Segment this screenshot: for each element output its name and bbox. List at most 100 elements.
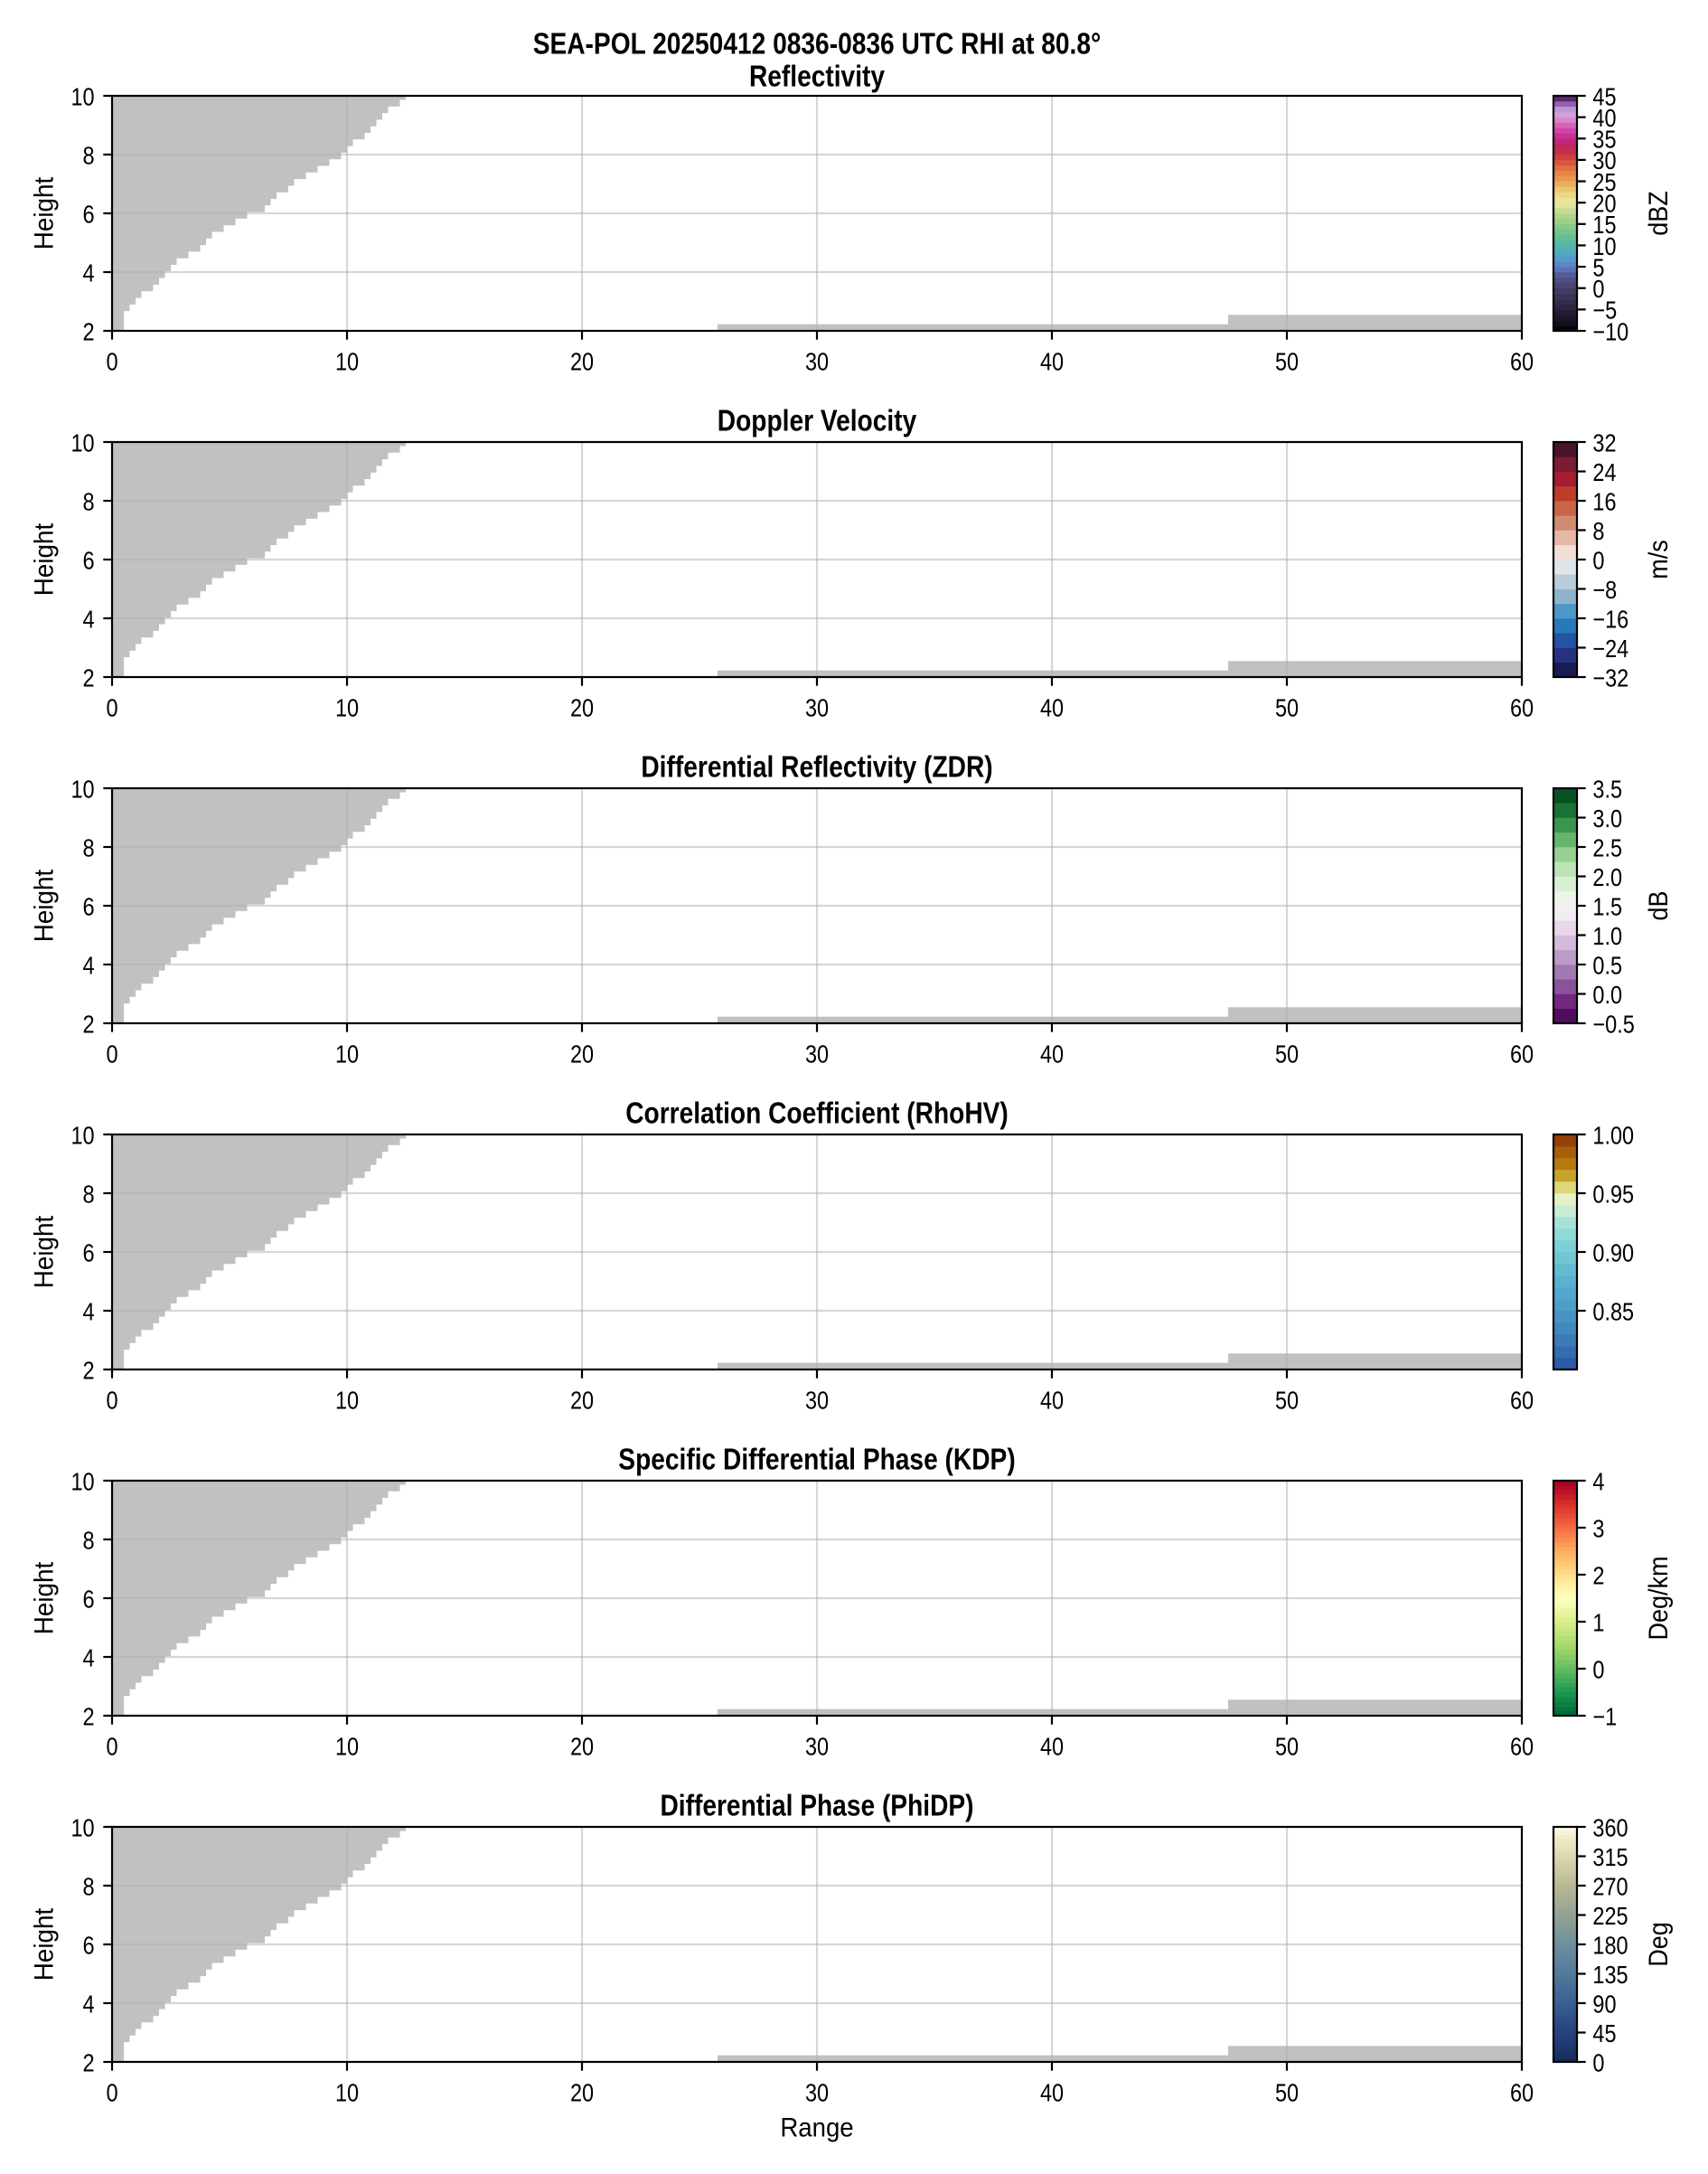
svg-text:8: 8 — [83, 1180, 95, 1208]
svg-text:0: 0 — [1592, 546, 1604, 574]
svg-text:45: 45 — [1592, 2019, 1616, 2047]
svg-text:2: 2 — [83, 1356, 95, 1384]
svg-text:8: 8 — [83, 1872, 95, 1900]
svg-text:30: 30 — [805, 2078, 829, 2106]
svg-text:10: 10 — [335, 2078, 359, 2106]
svg-text:60: 60 — [1510, 347, 1534, 375]
svg-text:40: 40 — [1040, 693, 1064, 721]
svg-text:45: 45 — [1592, 82, 1616, 110]
svg-text:10: 10 — [71, 775, 95, 803]
svg-text:60: 60 — [1510, 1386, 1534, 1414]
svg-text:40: 40 — [1040, 1040, 1064, 1068]
svg-text:5: 5 — [1592, 253, 1604, 281]
svg-text:50: 50 — [1275, 693, 1299, 721]
svg-text:10: 10 — [71, 82, 95, 110]
svg-text:20: 20 — [570, 1732, 594, 1760]
svg-text:−5: −5 — [1592, 296, 1617, 325]
svg-text:−16: −16 — [1592, 605, 1628, 633]
svg-text:Differential Reflectivity (ZDR: Differential Reflectivity (ZDR) — [641, 751, 992, 785]
svg-text:30: 30 — [805, 1040, 829, 1068]
svg-text:Height: Height — [30, 1215, 60, 1288]
svg-text:8: 8 — [83, 141, 95, 169]
svg-text:40: 40 — [1040, 347, 1064, 375]
svg-text:8: 8 — [83, 487, 95, 515]
svg-text:4: 4 — [83, 1643, 95, 1671]
svg-text:0.85: 0.85 — [1592, 1297, 1634, 1325]
svg-text:Height: Height — [30, 522, 60, 596]
svg-text:50: 50 — [1275, 1386, 1299, 1414]
svg-text:50: 50 — [1275, 1732, 1299, 1760]
svg-text:1: 1 — [1592, 1608, 1604, 1636]
svg-text:Height: Height — [30, 869, 60, 942]
svg-text:30: 30 — [805, 347, 829, 375]
svg-text:30: 30 — [1592, 146, 1616, 174]
svg-text:24: 24 — [1592, 458, 1616, 486]
svg-text:30: 30 — [805, 693, 829, 721]
svg-text:4: 4 — [1592, 1467, 1604, 1495]
svg-text:Reflectivity: Reflectivity — [749, 61, 886, 94]
svg-text:8: 8 — [83, 1526, 95, 1554]
svg-text:dBZ: dBZ — [1644, 191, 1674, 236]
svg-text:20: 20 — [570, 1386, 594, 1414]
svg-text:50: 50 — [1275, 1040, 1299, 1068]
svg-text:0: 0 — [106, 1732, 117, 1760]
svg-text:0: 0 — [106, 1040, 117, 1068]
svg-text:0.95: 0.95 — [1592, 1180, 1634, 1208]
svg-text:20: 20 — [570, 693, 594, 721]
svg-text:32: 32 — [1592, 428, 1616, 456]
svg-text:−1: −1 — [1592, 1702, 1617, 1730]
svg-text:2: 2 — [83, 317, 95, 345]
svg-text:30: 30 — [805, 1386, 829, 1414]
svg-text:6: 6 — [83, 546, 95, 574]
svg-text:2.5: 2.5 — [1592, 833, 1622, 861]
svg-text:−10: −10 — [1592, 317, 1628, 345]
svg-text:315: 315 — [1592, 1843, 1628, 1871]
svg-text:0: 0 — [1592, 275, 1604, 303]
svg-text:2: 2 — [83, 663, 95, 692]
svg-text:−24: −24 — [1592, 635, 1628, 663]
svg-text:60: 60 — [1510, 1732, 1534, 1760]
svg-text:−0.5: −0.5 — [1592, 1010, 1634, 1038]
svg-text:4: 4 — [83, 259, 95, 287]
svg-text:20: 20 — [570, 2078, 594, 2106]
svg-text:6: 6 — [83, 1585, 95, 1613]
svg-text:1.00: 1.00 — [1592, 1121, 1634, 1149]
svg-text:Doppler Velocity: Doppler Velocity — [718, 405, 917, 438]
svg-text:60: 60 — [1510, 693, 1534, 721]
svg-text:1.5: 1.5 — [1592, 892, 1622, 920]
svg-text:0: 0 — [106, 347, 117, 375]
svg-text:0: 0 — [106, 1386, 117, 1414]
svg-text:6: 6 — [83, 200, 95, 228]
svg-text:10: 10 — [71, 428, 95, 456]
svg-text:50: 50 — [1275, 347, 1299, 375]
svg-text:8: 8 — [1592, 517, 1604, 545]
svg-text:m/s: m/s — [1644, 540, 1674, 579]
svg-text:10: 10 — [335, 1732, 359, 1760]
svg-text:10: 10 — [71, 1467, 95, 1495]
svg-text:8: 8 — [83, 833, 95, 861]
svg-text:20: 20 — [1592, 189, 1616, 217]
svg-text:20: 20 — [570, 1040, 594, 1068]
svg-text:3.0: 3.0 — [1592, 805, 1622, 833]
svg-text:16: 16 — [1592, 487, 1616, 515]
svg-text:10: 10 — [71, 1813, 95, 1841]
svg-text:10: 10 — [335, 1040, 359, 1068]
svg-text:90: 90 — [1592, 1990, 1616, 2018]
svg-text:50: 50 — [1275, 2078, 1299, 2106]
svg-text:Deg: Deg — [1644, 1922, 1674, 1967]
svg-text:25: 25 — [1592, 168, 1616, 196]
svg-text:0: 0 — [1592, 2048, 1604, 2076]
svg-text:270: 270 — [1592, 1872, 1628, 1900]
svg-text:2: 2 — [1592, 1561, 1604, 1589]
svg-text:15: 15 — [1592, 211, 1616, 239]
svg-text:0: 0 — [106, 2078, 117, 2106]
svg-text:Differential Phase (PhiDP): Differential Phase (PhiDP) — [660, 1790, 973, 1823]
svg-text:10: 10 — [335, 693, 359, 721]
svg-text:40: 40 — [1040, 1732, 1064, 1760]
svg-text:Correlation Coefficient (RhoHV: Correlation Coefficient (RhoHV) — [625, 1097, 1009, 1131]
svg-text:30: 30 — [805, 1732, 829, 1760]
svg-text:4: 4 — [83, 605, 95, 633]
svg-text:Height: Height — [30, 1561, 60, 1634]
svg-text:10: 10 — [335, 1386, 359, 1414]
svg-text:3.5: 3.5 — [1592, 775, 1622, 803]
